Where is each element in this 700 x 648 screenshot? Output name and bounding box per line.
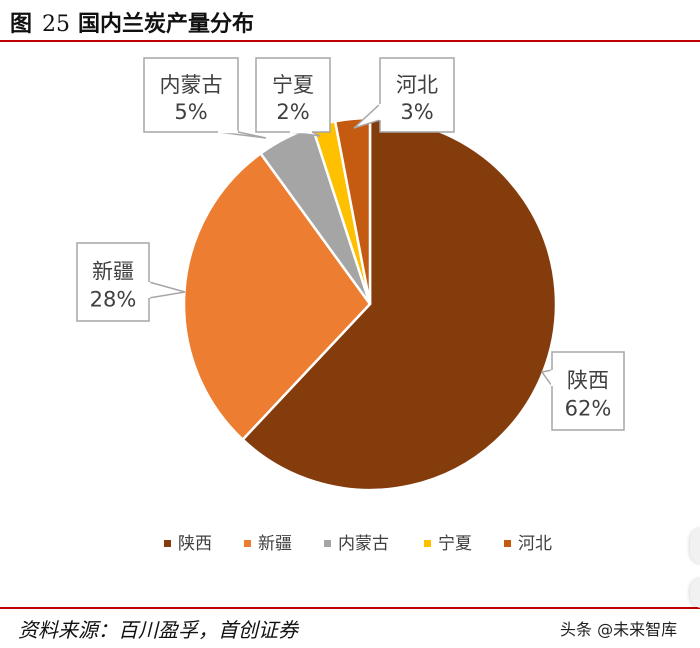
- watermark: 头条 @未来智库: [560, 616, 677, 640]
- callout-name-4: 河北: [396, 73, 438, 97]
- legend-swatch-0: [164, 540, 171, 547]
- callout-pointer-1: [148, 281, 186, 299]
- legend-swatch-1: [244, 540, 251, 547]
- legend-label-3: 宁夏: [438, 534, 472, 554]
- scroll-handle-upper[interactable]: [690, 528, 700, 564]
- legend-item-1: 新疆: [244, 534, 292, 554]
- figure-title: 图 25 国内兰炭产量分布: [10, 6, 254, 38]
- figure-number: 25: [42, 12, 71, 37]
- legend-item-3: 宁夏: [424, 534, 472, 554]
- bottom-divider: [0, 607, 700, 609]
- callout-name-1: 新疆: [92, 260, 134, 284]
- legend-swatch-3: [424, 540, 431, 547]
- callout-box-3: [255, 57, 331, 133]
- watermark-text: 头条 @未来智库: [560, 620, 678, 639]
- callout-value-2: 5%: [174, 100, 207, 124]
- callout-box-4: [379, 57, 455, 133]
- callout-name-0: 陕西: [567, 369, 609, 393]
- legend-swatch-4: [504, 540, 511, 547]
- pie-slices: [182, 116, 558, 492]
- callouts: 陕西 62% 新疆 28% 内蒙古 5% 宁夏 2% 河北 3%: [76, 57, 625, 431]
- legend-item-2: 内蒙古: [324, 534, 389, 554]
- scroll-handle-lower[interactable]: [690, 578, 700, 608]
- callout-pointer-0: [540, 369, 553, 389]
- callout-3: 宁夏 2%: [255, 57, 331, 137]
- callout-value-0: 62%: [565, 397, 612, 421]
- figure-title-text: 国内兰炭产量分布: [78, 11, 255, 37]
- top-divider: [0, 40, 700, 42]
- callout-0: 陕西 62%: [540, 351, 625, 431]
- callout-1: 新疆 28%: [76, 242, 186, 322]
- legend-label-4: 河北: [518, 534, 552, 554]
- callout-value-3: 2%: [276, 100, 309, 124]
- legend-label-1: 新疆: [258, 534, 292, 554]
- legend-label-0: 陕西: [178, 534, 212, 554]
- legend-swatch-2: [324, 540, 331, 547]
- callout-name-3: 宁夏: [272, 73, 314, 97]
- callout-box-2: [143, 57, 239, 133]
- callout-box-0: [551, 351, 625, 431]
- callout-value-4: 3%: [400, 100, 433, 124]
- legend-label-2: 内蒙古: [338, 534, 389, 554]
- figure-label: 图: [10, 11, 33, 37]
- legend-item-4: 河北: [504, 534, 552, 554]
- legend: 陕西 新疆 内蒙古 宁夏 河北: [164, 534, 552, 554]
- callout-name-2: 内蒙古: [160, 73, 223, 97]
- callout-4: 河北 3%: [353, 57, 455, 133]
- legend-item-0: 陕西: [164, 534, 212, 554]
- source-note: 资料来源：百川盈孚，首创证券: [18, 618, 298, 642]
- callout-value-1: 28%: [90, 288, 137, 312]
- callout-2: 内蒙古 5%: [143, 57, 267, 139]
